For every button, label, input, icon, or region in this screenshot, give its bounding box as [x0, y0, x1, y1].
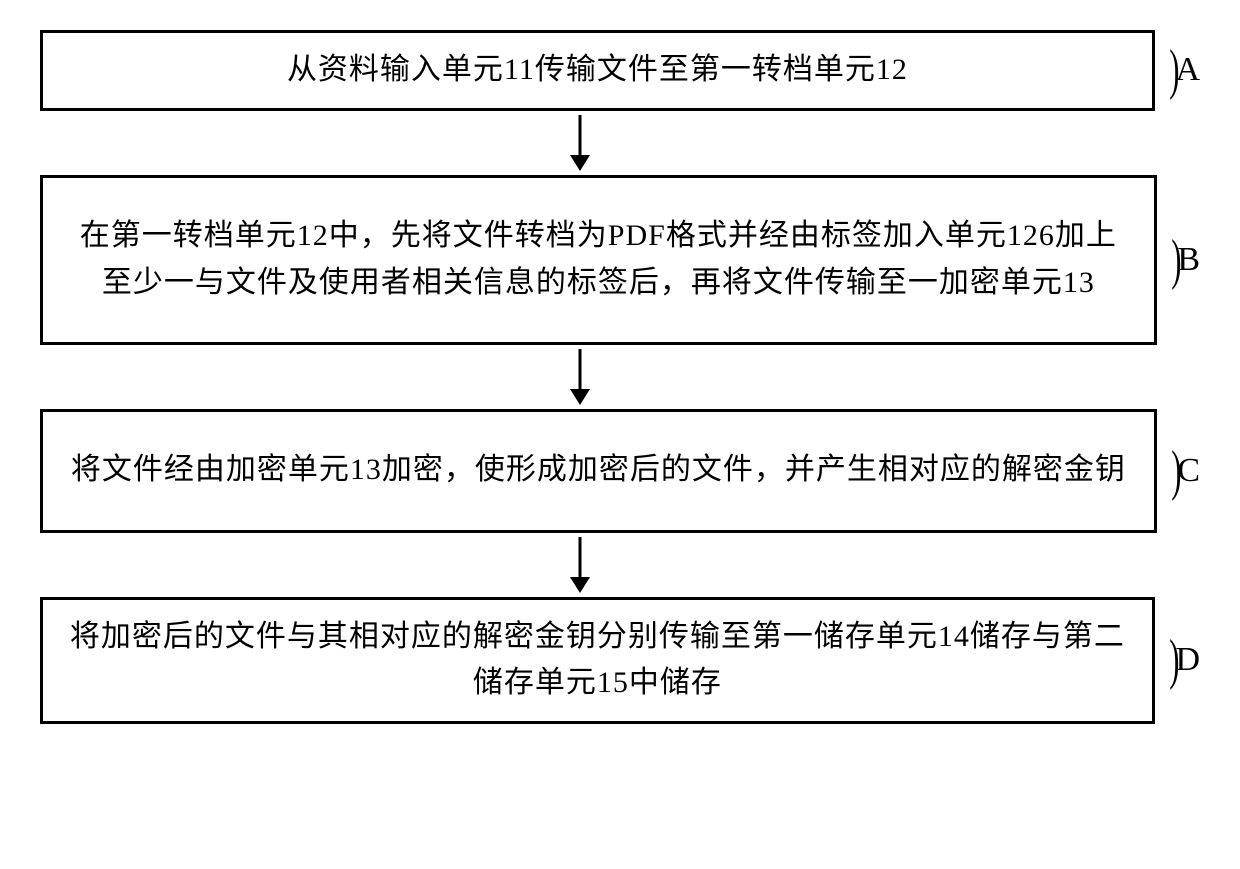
arrow-icon: [560, 349, 600, 405]
step-brace-a: ): [1169, 42, 1179, 98]
step-box-c: 将文件经由加密单元13加密，使形成加密后的文件，并产生相对应的解密金钥: [40, 409, 1157, 533]
step-box-d: 将加密后的文件与其相对应的解密金钥分别传输至第一储存单元14储存与第二储存单元1…: [40, 597, 1155, 724]
step-text-b: 在第一转档单元12中，先将文件转档为PDF格式并经由标签加入单元126加上至少一…: [67, 213, 1130, 306]
step-brace-b: ): [1171, 232, 1181, 288]
step-brace-c: ): [1171, 443, 1181, 499]
step-row-a: 从资料输入单元11传输文件至第一转档单元12 ) A: [40, 30, 1200, 111]
step-row-d: 将加密后的文件与其相对应的解密金钥分别传输至第一储存单元14储存与第二储存单元1…: [40, 597, 1200, 724]
step-label-wrap-b: ) B: [1167, 232, 1200, 288]
arrow-icon: [560, 115, 600, 171]
arrow-icon: [560, 537, 600, 593]
step-row-b: 在第一转档单元12中，先将文件转档为PDF格式并经由标签加入单元126加上至少一…: [40, 175, 1200, 345]
step-text-d: 将加密后的文件与其相对应的解密金钥分别传输至第一储存单元14储存与第二储存单元1…: [67, 614, 1128, 707]
arrow-a-b: [40, 111, 1200, 175]
step-label-wrap-a: ) A: [1165, 42, 1200, 98]
step-text-c: 将文件经由加密单元13加密，使形成加密后的文件，并产生相对应的解密金钥: [71, 447, 1126, 494]
flowchart-container: 从资料输入单元11传输文件至第一转档单元12 ) A 在第一转档单元12中，先将…: [40, 30, 1200, 724]
step-box-b: 在第一转档单元12中，先将文件转档为PDF格式并经由标签加入单元126加上至少一…: [40, 175, 1157, 345]
step-brace-d: ): [1169, 632, 1179, 688]
step-label-wrap-d: ) D: [1165, 632, 1200, 688]
step-box-a: 从资料输入单元11传输文件至第一转档单元12: [40, 30, 1155, 111]
arrow-c-d: [40, 533, 1200, 597]
step-row-c: 将文件经由加密单元13加密，使形成加密后的文件，并产生相对应的解密金钥 ) C: [40, 409, 1200, 533]
step-label-wrap-c: ) C: [1167, 443, 1200, 499]
step-text-a: 从资料输入单元11传输文件至第一转档单元12: [287, 47, 908, 94]
arrow-b-c: [40, 345, 1200, 409]
